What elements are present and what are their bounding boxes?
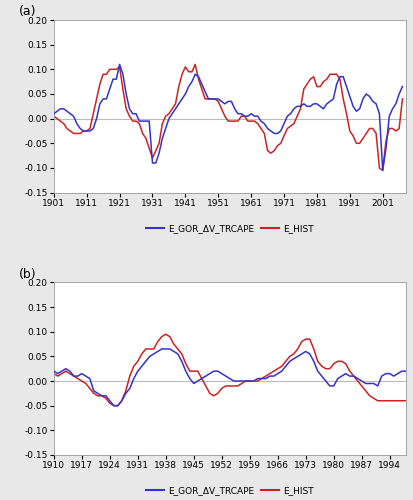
Text: (b): (b): [19, 268, 36, 280]
Text: (a): (a): [19, 6, 36, 18]
Legend: E_GOR_ΔV_TRCAPE, E_HIST: E_GOR_ΔV_TRCAPE, E_HIST: [142, 220, 316, 236]
Legend: E_GOR_ΔV_TRCAPE, E_HIST: E_GOR_ΔV_TRCAPE, E_HIST: [142, 482, 316, 499]
